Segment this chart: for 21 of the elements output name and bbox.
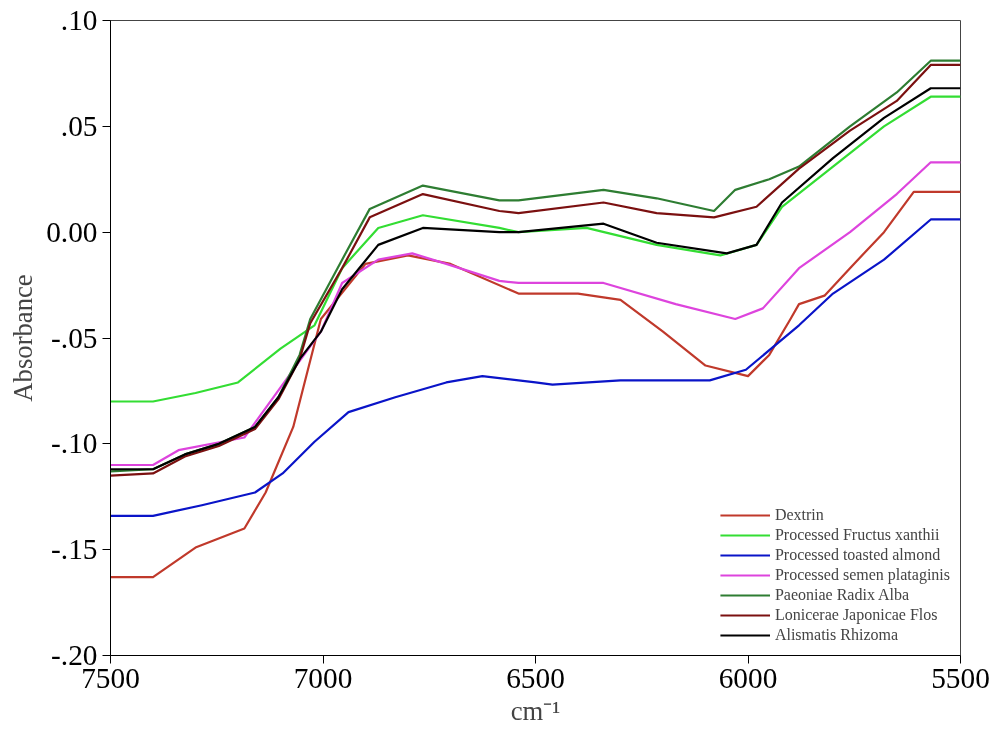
legend-label: Lonicerae Japonicae Flos xyxy=(774,606,938,624)
x-tick-label: 6000 xyxy=(718,661,778,694)
legend-label: Paeoniae Radix Alba xyxy=(774,586,910,604)
y-axis-title: Absorbance xyxy=(8,274,39,402)
y-tick-label: -.15 xyxy=(51,533,98,566)
y-tick-label: .10 xyxy=(60,4,98,36)
y-tick-label: -.05 xyxy=(51,321,98,354)
line-series xyxy=(110,161,961,467)
y-tick-label: 0.00 xyxy=(46,215,98,248)
legend-label: Processed toasted almond xyxy=(774,546,941,564)
x-tick-label: 6500 xyxy=(506,661,565,694)
y-tick-label: -.10 xyxy=(51,427,98,460)
line-series xyxy=(110,95,961,403)
y-tick-label: .05 xyxy=(60,109,98,142)
legend-label: Alismatis Rhizoma xyxy=(774,626,899,644)
x-tick-label: 5500 xyxy=(931,661,990,694)
x-axis-title: cm⁻¹ xyxy=(510,695,561,726)
legend-label: Dextrin xyxy=(774,506,824,524)
legend-label: Processed semen plataginis xyxy=(774,566,950,584)
x-tick-label: 7000 xyxy=(293,661,353,694)
legend-label: Processed Fructus xanthii xyxy=(774,526,940,544)
